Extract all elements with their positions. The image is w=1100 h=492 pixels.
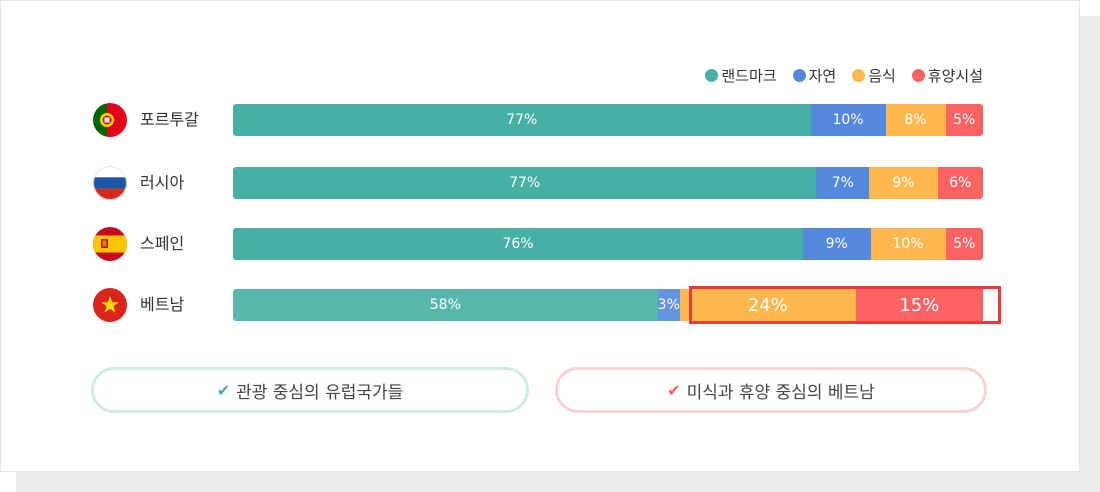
highlight-box xyxy=(688,286,1001,324)
country-label: 스페인 xyxy=(140,234,185,253)
portugal-flag-icon xyxy=(93,103,127,137)
bar-segment-food: 8% xyxy=(885,104,946,136)
legend-dot-landmark xyxy=(705,69,719,82)
country-label: 베트남 xyxy=(140,295,185,314)
bar-segment-nature: 7% xyxy=(816,167,870,199)
legend-item-nature: 자연 xyxy=(792,65,837,86)
bar-segment-nature: 10% xyxy=(810,104,886,136)
legend-label-nature: 자연 xyxy=(808,67,837,85)
summary-vietnam-pill: ✔ 미식과 휴양 중심의 베트남 xyxy=(555,367,987,413)
russia-flag-icon xyxy=(93,166,127,200)
legend-dot-rest xyxy=(911,69,925,82)
legend-label-food: 음식 xyxy=(868,67,896,85)
legend-dot-nature xyxy=(792,69,806,82)
legend-dot-food xyxy=(852,69,866,82)
chart-row-russia: 러시아 77% 7% 9% 6% xyxy=(93,166,1003,200)
stacked-bar-vietnam: 58% 3% 24% 15% xyxy=(233,286,1001,324)
bar-segment-nature: 9% xyxy=(803,228,871,260)
stacked-bar-russia: 77% 7% 9% 6% xyxy=(233,167,983,199)
bar-segment-nature: 3% xyxy=(657,289,680,321)
bar-segment-landmark: 58% xyxy=(233,289,658,321)
legend-item-rest: 휴양시설 xyxy=(911,65,983,86)
bar-segment-rest: 6% xyxy=(937,167,983,199)
stacked-bar-portugal: 77% 10% 8% 5% xyxy=(233,104,983,136)
bar-segment-rest: 5% xyxy=(945,228,983,260)
legend-label-landmark: 랜드마크 xyxy=(721,67,777,85)
spain-flag-icon xyxy=(93,227,127,261)
bar-segment-rest: 5% xyxy=(945,104,983,136)
summary-europe-pill: ✔ 관광 중심의 유럽국가들 xyxy=(91,367,529,413)
legend-item-landmark: 랜드마크 xyxy=(705,65,777,86)
chart-row-portugal: 포르투갈 77% 10% 8% 5% xyxy=(93,103,1003,137)
chart-card: 랜드마크 자연 음식 휴양시설 포르투갈 77% 10% 8% 5% xyxy=(0,0,1080,472)
check-icon: ✔ xyxy=(216,380,231,400)
country-label: 포르투갈 xyxy=(140,110,199,129)
bar-segment-landmark: 77% xyxy=(233,104,811,136)
check-icon: ✔ xyxy=(667,380,681,400)
country-label: 러시아 xyxy=(140,173,185,192)
legend-label-rest: 휴양시설 xyxy=(927,67,983,85)
chart-row-spain: 스페인 76% 9% 10% 5% xyxy=(93,227,1003,261)
legend-item-food: 음식 xyxy=(852,65,896,86)
bar-segment-food: 24% xyxy=(679,289,856,321)
bar-segment-food: 10% xyxy=(870,228,946,260)
bar-segment-food: 9% xyxy=(869,167,938,199)
bar-segment-landmark: 76% xyxy=(233,228,803,260)
summary-europe-label: 관광 중심의 유럽국가들 xyxy=(236,382,404,403)
bar-segment-landmark: 77% xyxy=(233,167,817,199)
vietnam-flag-icon xyxy=(93,288,127,322)
chart-row-vietnam: 베트남 58% 3% 24% 15% xyxy=(93,286,1003,324)
stacked-bar-spain: 76% 9% 10% 5% xyxy=(233,228,983,260)
summary-vietnam-label: 미식과 휴양 중심의 베트남 xyxy=(686,382,875,403)
chart-legend: 랜드마크 자연 음식 휴양시설 xyxy=(705,65,983,86)
bar-segment-rest: 15% xyxy=(855,289,983,321)
